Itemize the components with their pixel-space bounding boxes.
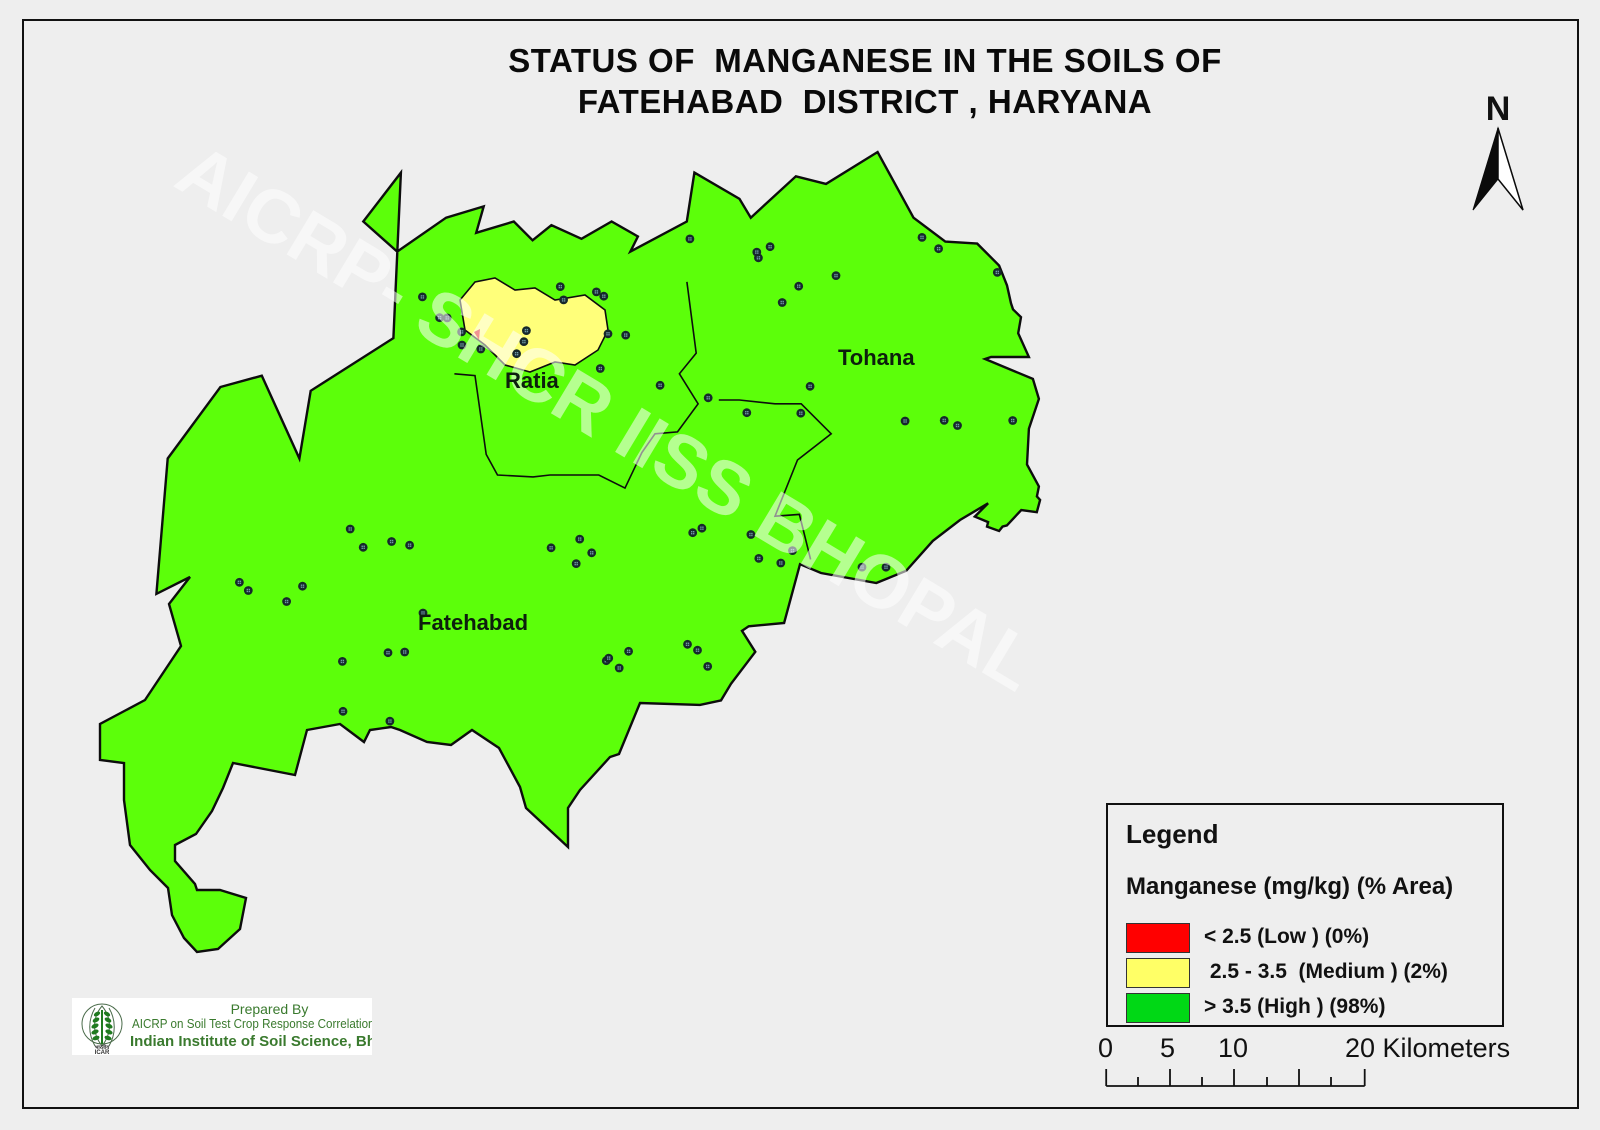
svg-text:10: 10 (1218, 1033, 1248, 1063)
svg-text:0: 0 (1098, 1033, 1113, 1063)
svg-text:5: 5 (1160, 1033, 1175, 1063)
svg-text:20 Kilometers: 20 Kilometers (1345, 1033, 1510, 1063)
